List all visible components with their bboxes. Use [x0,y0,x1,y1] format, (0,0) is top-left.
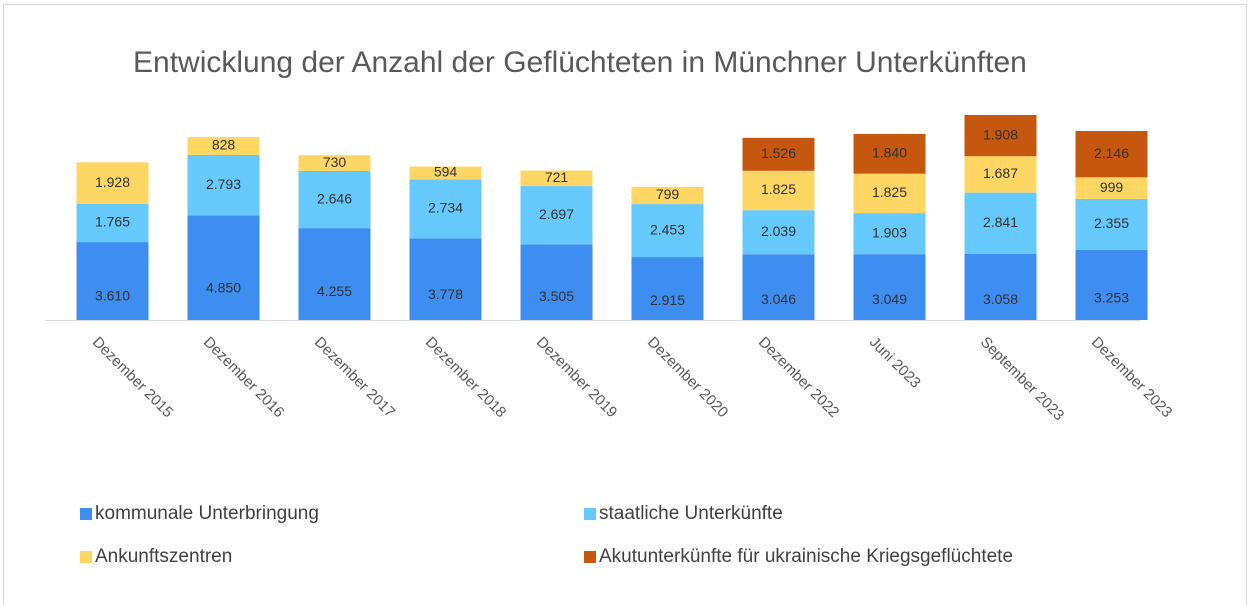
data-label: 3.610 [95,287,130,303]
bar-segment [76,242,149,320]
bar-segment [187,215,260,320]
bar-segment [409,166,482,180]
legend-swatch [584,551,596,563]
bar-segment [520,244,593,320]
bar-segment [964,156,1037,193]
legend-swatch [80,508,92,520]
data-label: 2.453 [650,221,685,237]
data-label: 3.058 [983,291,1018,307]
legend-label: Akutunterkünfte für ukrainische Kriegsge… [599,546,1013,567]
data-label: 1.825 [761,181,796,197]
bar-segment [853,213,926,255]
bar-segment [520,170,593,187]
bar-segment [187,154,260,216]
data-label: 3.046 [761,291,796,307]
legend-swatch [80,551,92,563]
data-label: 3.253 [1094,290,1129,306]
data-label: 799 [656,186,680,202]
data-label: 1.840 [872,145,907,161]
data-label: 1.908 [983,126,1018,142]
bar-segment [631,204,704,258]
bar-segment [853,254,926,320]
bar-segment [1075,198,1148,250]
legend-label: Ankunftszentren [95,546,232,567]
bar-segment [298,228,371,320]
data-label: 3.778 [428,286,463,302]
bar-segment [631,257,704,320]
data-label: 730 [323,154,347,170]
data-label: 1.928 [95,174,130,190]
bar-segment [631,186,704,205]
data-label: 999 [1100,179,1124,195]
bar-segment [409,238,482,320]
bar-segment [76,162,149,204]
data-label: 828 [212,137,236,153]
legend-swatch [584,508,596,520]
bar-segment [1075,177,1148,199]
bar-segment [298,170,371,229]
data-label: 2.793 [206,176,241,192]
bar-segment [298,155,371,171]
data-label: 1.526 [761,145,796,161]
data-label: 3.049 [872,291,907,307]
data-label: 2.734 [428,200,463,216]
data-label: 2.646 [317,190,352,206]
bar-segment [187,137,260,155]
data-label: 1.765 [95,214,130,230]
data-label: 4.850 [206,279,241,295]
bar-segment [853,173,926,214]
bar-segment [742,137,815,171]
data-label: 721 [545,169,569,185]
data-label: 1.687 [983,165,1018,181]
bar-segment [964,253,1037,320]
bar-segment [76,203,149,243]
data-label: 2.039 [761,223,796,239]
bar-segment [520,186,593,245]
data-label: 1.903 [872,224,907,240]
bar-segment [964,192,1037,254]
bar-segment [1075,249,1148,320]
bar-segment [1075,131,1148,178]
legend-label: staatliche Unterkünfte [599,503,783,524]
data-label: 4.255 [317,283,352,299]
legend-label: kommunale Unterbringung [95,503,319,524]
data-label: 2.146 [1094,145,1129,161]
data-label: 594 [434,164,458,180]
data-label: 2.697 [539,206,574,222]
data-label: 3.505 [539,288,574,304]
bar-segment [742,210,815,255]
bar-segment [853,133,926,174]
data-label: 2.355 [1094,215,1129,231]
data-label: 1.825 [872,184,907,200]
bar-segment [742,170,815,211]
bar-segment [964,115,1037,157]
chart-title: Entwicklung der Anzahl der Geflüchteten … [133,46,1027,79]
bar-segment [409,179,482,239]
bar-segment [742,254,815,320]
data-label: 2.915 [650,292,685,308]
data-label: 2.841 [983,214,1018,230]
